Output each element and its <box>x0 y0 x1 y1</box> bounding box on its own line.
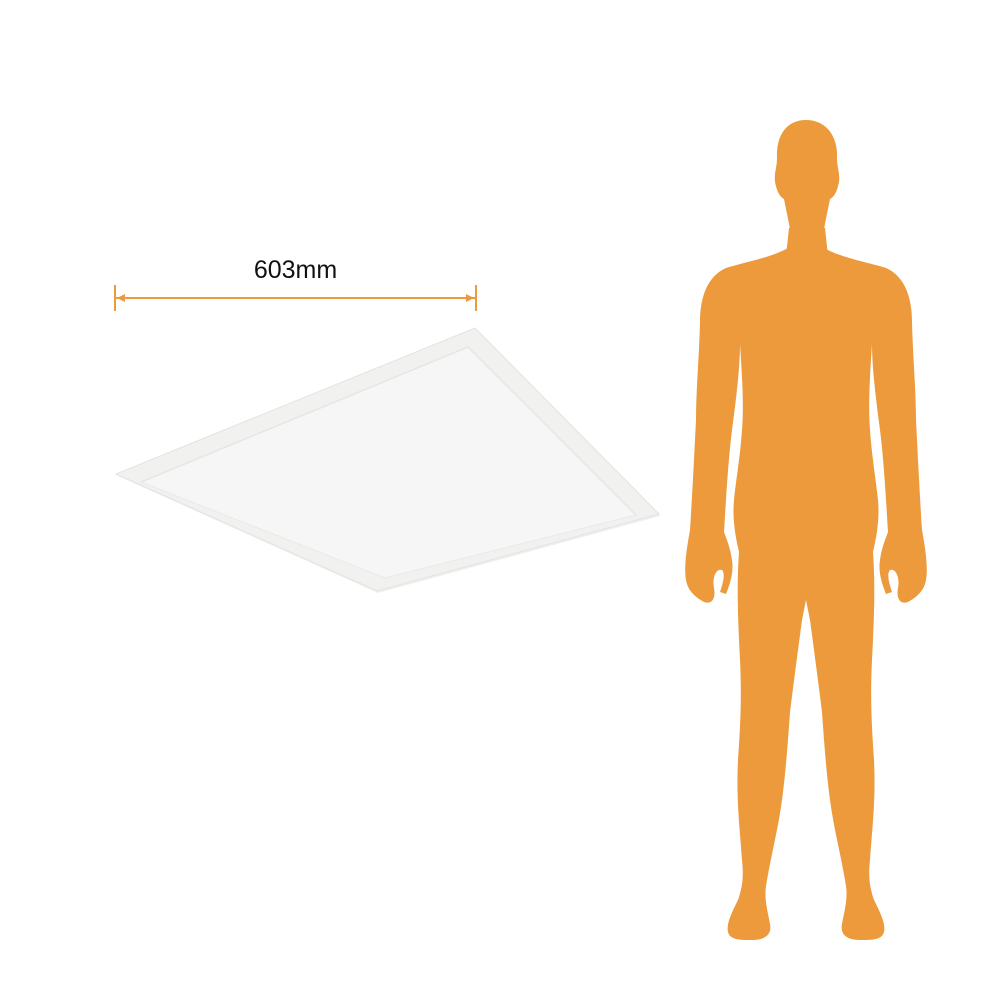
dimension-arrow-right <box>466 294 474 302</box>
dimension-label: 603mm <box>253 256 338 284</box>
panel-face <box>139 346 637 579</box>
human-legs <box>727 540 885 940</box>
panel-bevel <box>140 346 637 516</box>
dimension-line <box>114 285 477 311</box>
led-panel <box>114 327 660 593</box>
human-head <box>774 120 840 240</box>
human-silhouette <box>685 120 927 940</box>
human-torso <box>685 248 927 603</box>
dimension-arrow-left <box>117 294 125 302</box>
